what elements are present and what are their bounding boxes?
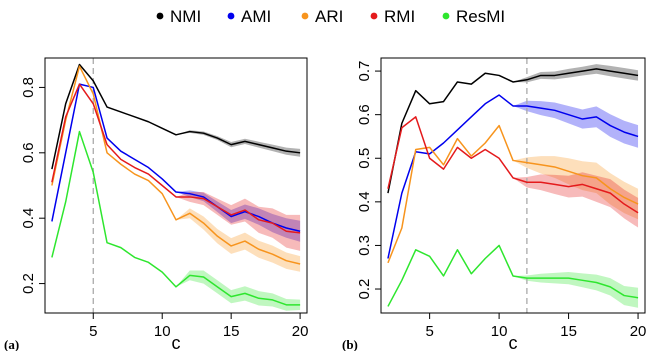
panel-label: (b) xyxy=(342,337,358,351)
series-line-nmi xyxy=(387,68,639,194)
x-tick-label: 20 xyxy=(630,323,647,340)
panel-label: (a) xyxy=(4,337,19,351)
series-line-ami xyxy=(51,83,301,232)
y-tick-label: 0.2 xyxy=(356,279,373,300)
series-line-ari xyxy=(51,65,301,265)
legend: NMI AMI ARI RMI ResMI xyxy=(156,7,505,26)
panel-b: 5 10 15 20 0.2 0.3 0.4 0.5 0.6 0.7 c (b) xyxy=(342,57,647,351)
x-tick-label: 10 xyxy=(154,323,171,340)
band-ami xyxy=(51,84,301,242)
y-tick-label: 0.8 xyxy=(20,77,37,98)
legend-marker-resmi xyxy=(442,12,450,20)
series-line-rmi xyxy=(387,116,639,214)
y-tick-label: 0.6 xyxy=(20,142,37,163)
legend-label-ami: AMI xyxy=(241,7,271,26)
band-ari xyxy=(387,125,639,263)
band-resmi xyxy=(387,245,639,308)
panel-a: 5 10 15 20 0.2 0.4 0.6 0.8 c (a) xyxy=(4,57,309,351)
legend-marker-ari xyxy=(301,12,309,20)
band-nmi xyxy=(51,64,301,170)
y-tick-label: 0.6 xyxy=(356,104,373,125)
y-tick-label: 0.7 xyxy=(356,61,373,82)
plot-frame xyxy=(44,57,308,314)
x-tick-label: 20 xyxy=(292,323,309,340)
x-tick-label: 10 xyxy=(491,323,508,340)
y-tick-label: 0.5 xyxy=(356,148,373,169)
y-tick-label: 0.4 xyxy=(20,208,37,229)
y-tick-label: 0.2 xyxy=(20,273,37,294)
band-rmi xyxy=(51,84,301,251)
plot-frame xyxy=(380,57,646,314)
x-tick-label: 5 xyxy=(89,323,97,340)
legend-marker-ami xyxy=(227,12,235,20)
x-tick-label: 15 xyxy=(560,323,577,340)
y-tick-label: 0.3 xyxy=(356,235,373,256)
band-ari xyxy=(51,66,301,272)
legend-label-resmi: ResMI xyxy=(456,7,505,26)
legend-label-ari: ARI xyxy=(315,7,343,26)
x-axis-label: c xyxy=(509,333,518,351)
y-tick-label: 0.4 xyxy=(356,191,373,212)
legend-marker-nmi xyxy=(156,12,164,20)
series-line-ari xyxy=(387,124,639,264)
legend-label-rmi: RMI xyxy=(384,7,415,26)
x-tick-label: 5 xyxy=(425,323,433,340)
series-line-resmi xyxy=(51,130,301,306)
series-line-nmi xyxy=(51,63,301,170)
x-axis-label: c xyxy=(172,333,181,351)
legend-marker-rmi xyxy=(370,12,378,20)
x-tick-label: 15 xyxy=(223,323,240,340)
series-line-rmi xyxy=(51,83,301,234)
series-line-ami xyxy=(387,94,639,259)
legend-label-nmi: NMI xyxy=(170,7,201,26)
series-line-resmi xyxy=(387,244,639,307)
